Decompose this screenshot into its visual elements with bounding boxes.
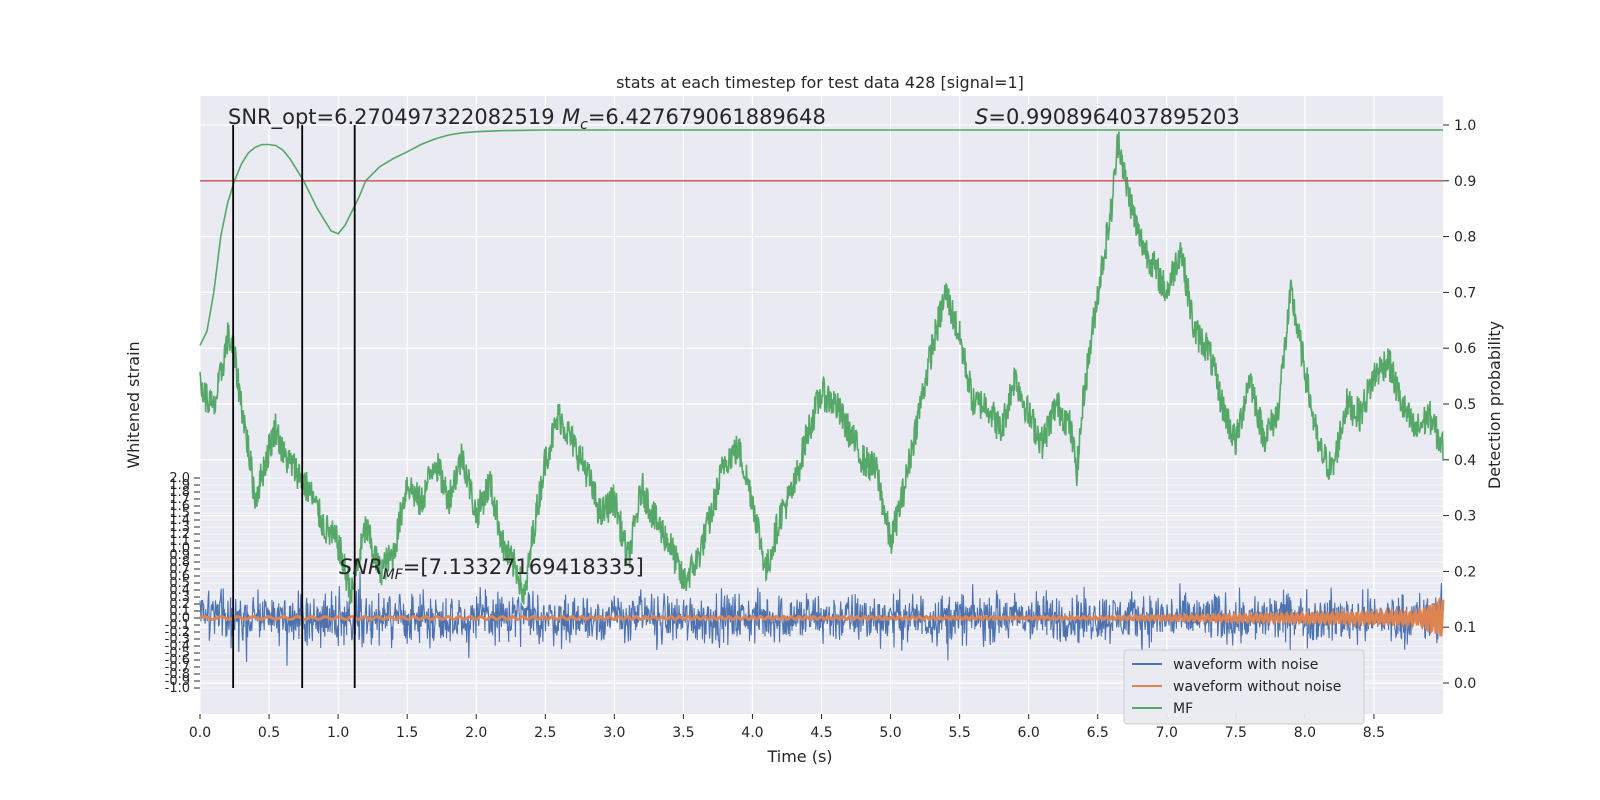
left-tick-label-20: 1.0 [169, 541, 190, 556]
left-tick-label-24: 1.4 [169, 513, 190, 528]
left-tick-label-0: -1.0 [165, 681, 190, 696]
x-tick-label-13: 6.5 [1087, 725, 1109, 741]
left-tick-label-14: 0.4 [169, 583, 190, 598]
right-tick-label-4: 0.4 [1454, 453, 1476, 469]
right-tick-label-2: 0.2 [1454, 564, 1476, 580]
legend-box [1123, 649, 1365, 725]
left-tick-label-8: -0.2 [165, 625, 190, 640]
x-tick-label-3: 1.5 [396, 725, 418, 741]
x-tick-label-4: 2.0 [465, 725, 487, 741]
annotation-snr-mf: SNRMF=[7.13327169418335] [339, 555, 644, 583]
left-tick-label-12: 0.2 [169, 597, 190, 612]
x-tick-label-0: 0.0 [189, 725, 211, 741]
left-tick-label-10: 0.0 [169, 611, 190, 626]
x-tick-label-5: 2.5 [534, 725, 556, 741]
left-tick-label-13: 0.3 [169, 590, 190, 605]
x-tick-label-6: 3.0 [603, 725, 625, 741]
left-tick-label-9: -0.1 [165, 618, 190, 633]
left-tick-label-16: 0.6 [169, 569, 190, 584]
legend-entry-noise: waveform with noise [1173, 657, 1318, 673]
right-axis-ticks: 0.0 0.1 0.2 0.3 0.4 0.5 0.6 0.7 0.8 0.9 1.0 [1443, 118, 1476, 692]
left-tick-label-3: -0.7 [165, 660, 190, 675]
right-tick-label-10: 1.0 [1454, 118, 1476, 134]
left-tick-label-21: 1.1 [169, 534, 190, 549]
x-tick-label-17: 8.5 [1363, 725, 1385, 741]
left-tick-label-1: -0.9 [165, 674, 190, 689]
right-tick-label-1: 0.1 [1454, 620, 1476, 636]
left-tick-label-6: -0.4 [165, 639, 190, 654]
left-tick-label-19: 0.9 [169, 548, 190, 563]
x-tick-label-15: 7.5 [1225, 725, 1247, 741]
left-tick-label-4: -0.6 [165, 653, 190, 668]
series-detection-probability [199, 131, 1444, 605]
annotation-mc: Mc=6.427679061889648 [562, 105, 826, 133]
series-mf [199, 129, 1443, 346]
x-tick-label-10: 5.0 [879, 725, 901, 741]
plot-series [199, 125, 1445, 688]
annotation-snr-opt: SNR_opt=6.270497322082519 [228, 105, 555, 130]
right-tick-label-7: 0.7 [1454, 285, 1476, 301]
left-tick-label-15: 0.5 [169, 576, 190, 591]
left-tick-label-22: 1.2 [169, 527, 190, 542]
chart-title: stats at each timestep for test data 428… [616, 73, 1024, 92]
left-tick-label-18: 0.8 [169, 555, 190, 570]
x-tick-label-1: 0.5 [258, 725, 280, 741]
left-tick-label-25: 1.5 [169, 506, 190, 521]
x-tick-label-7: 3.5 [672, 725, 694, 741]
left-tick-label-17: 0.7 [169, 562, 190, 577]
legend: waveform with noise waveform without noi… [1123, 649, 1365, 725]
x-tick-label-8: 4.0 [741, 725, 763, 741]
right-tick-label-3: 0.3 [1454, 509, 1476, 525]
left-tick-label-5: -0.5 [165, 646, 190, 661]
left-tick-label-23: 1.3 [169, 520, 190, 535]
left-axis-ticks: -1.0-0.9-0.8-0.7-0.6-0.5-0.4-0.3-0.2-0.1… [165, 471, 200, 696]
left-tick-label-30: 2.0 [169, 471, 190, 486]
left-tick-label-7: -0.3 [165, 632, 190, 647]
x-axis-ticks: 0.0 0.5 1.0 1.5 2.0 2.5 3.0 3.5 4.0 4.5 5.0 5.5 6.0 6… [189, 714, 1385, 741]
legend-entry-mf: MF [1173, 701, 1193, 717]
x-tick-label-2: 1.0 [327, 725, 349, 741]
right-tick-label-0: 0.0 [1454, 676, 1476, 692]
x-tick-label-11: 5.5 [948, 725, 970, 741]
right-tick-label-5: 0.5 [1454, 397, 1476, 413]
left-axis-label: Whitened strain [124, 341, 143, 468]
left-tick-label-29: 1.9 [169, 478, 190, 493]
left-tick-label-27: 1.7 [169, 492, 190, 507]
right-tick-label-6: 0.6 [1454, 341, 1476, 357]
x-tick-label-16: 8.0 [1294, 725, 1316, 741]
annotation-s: S=0.9908964037895203 [975, 105, 1240, 129]
x-tick-label-9: 4.5 [810, 725, 832, 741]
right-tick-label-9: 0.9 [1454, 174, 1476, 190]
right-tick-label-8: 0.8 [1454, 230, 1476, 246]
left-tick-label-2: -0.8 [165, 667, 190, 682]
series-waveform-with-noise [199, 571, 1444, 666]
left-tick-label-11: 0.1 [169, 604, 190, 619]
series-waveform-without-noise [199, 596, 1445, 637]
vertical-markers [232, 125, 356, 688]
left-tick-label-28: 1.8 [169, 485, 190, 500]
x-axis-label: Time (s) [766, 747, 832, 766]
right-axis-label: Detection probability [1485, 321, 1504, 489]
left-tick-label-26: 1.6 [169, 499, 190, 514]
x-tick-label-12: 6.0 [1018, 725, 1040, 741]
x-tick-label-14: 7.0 [1156, 725, 1178, 741]
legend-entry-clean: waveform without noise [1173, 679, 1341, 695]
